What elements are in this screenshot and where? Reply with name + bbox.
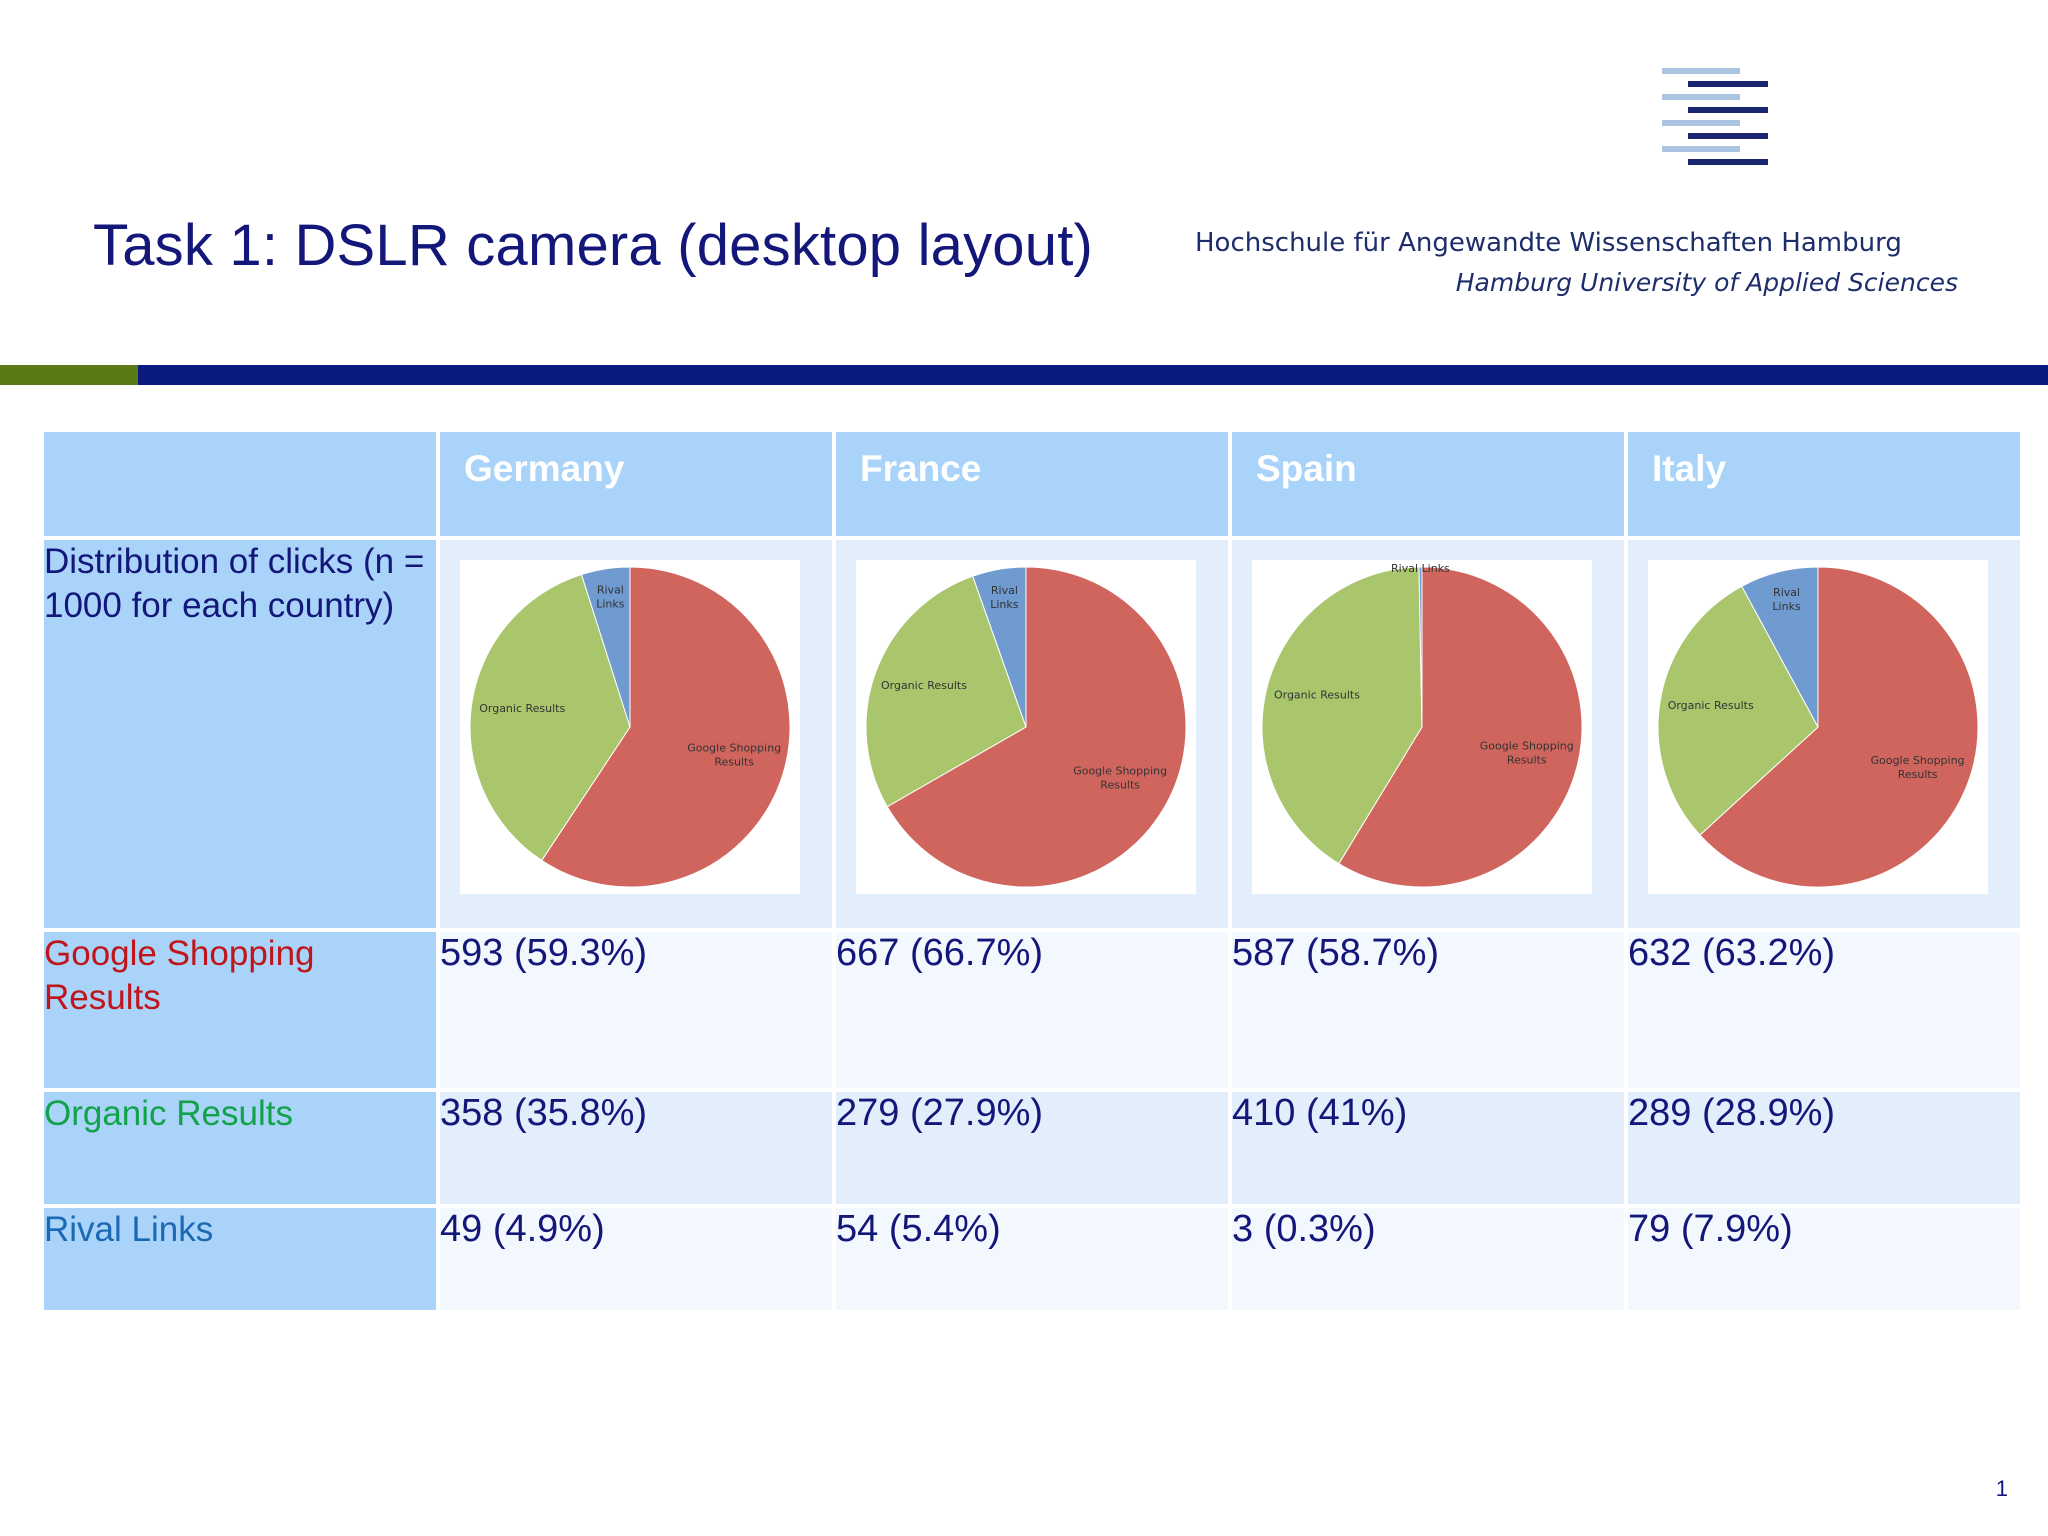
pie-label-organic: Organic Results xyxy=(881,679,967,692)
cell-google-shopping-france: 667 (66.7%) xyxy=(836,932,1228,1088)
pie-label-google-shopping: Google Shopping Results xyxy=(1073,764,1167,791)
cell-organic-italy: 289 (28.9%) xyxy=(1628,1092,2020,1204)
pie-chart-italy: Google Shopping Results Organic Results Riv… xyxy=(1657,566,1979,888)
table-row-google-shopping: Google Shopping Results 593 (59.3%) 667 … xyxy=(44,932,2020,1088)
cell-organic-spain: 410 (41%) xyxy=(1232,1092,1624,1204)
pie-slice-organic xyxy=(865,575,1027,808)
row-header-google-shopping: Google Shopping Results xyxy=(44,932,436,1088)
header-rule-blue xyxy=(138,365,2048,385)
pie-slice-google-shopping xyxy=(1338,566,1583,888)
pie-slice-google-shopping xyxy=(886,566,1187,888)
pie-label-organic: Organic Results xyxy=(479,702,565,715)
pie-slice-google-shopping xyxy=(1699,566,1979,888)
pie-cell-italy: Google Shopping Results Organic Results Riv… xyxy=(1628,540,2020,928)
pie-slice-rival xyxy=(972,566,1027,728)
cell-organic-germany: 358 (35.8%) xyxy=(440,1092,832,1204)
pie-label-organic: Organic Results xyxy=(1274,689,1360,702)
cell-google-shopping-spain: 587 (58.7%) xyxy=(1232,932,1624,1088)
cell-rival-france: 54 (5.4%) xyxy=(836,1208,1228,1310)
pie-slice-organic xyxy=(1657,585,1819,836)
pie-slice-rival xyxy=(580,566,631,728)
column-header-germany: Germany xyxy=(440,432,832,536)
pie-chart-spain: Google Shopping Results Organic Results Riv… xyxy=(1261,562,1583,888)
corner-cell xyxy=(44,432,436,536)
pie-slice-rival xyxy=(1741,566,1819,728)
cell-organic-france: 279 (27.9%) xyxy=(836,1092,1228,1204)
cell-google-shopping-italy: 632 (63.2%) xyxy=(1628,932,2020,1088)
institution-name-de: Hochschule für Angewandte Wissenschaften… xyxy=(1195,228,1902,258)
university-logo-icon xyxy=(1662,68,1768,165)
pie-chart-france: Google Shopping Results Organic Results Riv… xyxy=(865,566,1187,888)
pie-slice-rival xyxy=(1418,566,1423,728)
table-header-row: Germany France Spain Italy xyxy=(44,432,2020,536)
table-row-organic: Organic Results 358 (35.8%) 279 (27.9%) … xyxy=(44,1092,2020,1204)
cell-rival-germany: 49 (4.9%) xyxy=(440,1208,832,1310)
clicks-table: Germany France Spain Italy Distribution … xyxy=(40,428,2024,1314)
column-header-italy: Italy xyxy=(1628,432,2020,536)
table-row-distribution: Distribution of clicks (n = 1000 for eac… xyxy=(44,540,2020,928)
pie-slice-organic xyxy=(1261,566,1423,865)
row-header-distribution: Distribution of clicks (n = 1000 for eac… xyxy=(44,540,436,928)
pie-cell-spain: Google Shopping Results Organic Results Riv… xyxy=(1232,540,1624,928)
pie-label-rival: Rival Links xyxy=(596,584,625,611)
row-header-organic: Organic Results xyxy=(44,1092,436,1204)
pie-label-organic: Organic Results xyxy=(1668,699,1754,712)
pie-cell-france: Google Shopping Results Organic Results Riv… xyxy=(836,540,1228,928)
cell-rival-spain: 3 (0.3%) xyxy=(1232,1208,1624,1310)
pie-slice-google-shopping xyxy=(541,566,791,888)
cell-google-shopping-germany: 593 (59.3%) xyxy=(440,932,832,1088)
pie-label-google-shopping: Google Shopping Results xyxy=(1480,739,1574,766)
page-number: 1 xyxy=(1995,1476,2008,1501)
cell-rival-italy: 79 (7.9%) xyxy=(1628,1208,2020,1310)
column-header-france: France xyxy=(836,432,1228,536)
pie-label-rival: Rival Links xyxy=(990,584,1019,611)
row-header-rival: Rival Links xyxy=(44,1208,436,1310)
header-rule-green xyxy=(0,365,138,385)
pie-label-rival: Rival Links xyxy=(1772,586,1801,613)
pie-chart-germany: Google Shopping Results Organic Results Riv… xyxy=(469,566,791,888)
institution-name-en: Hamburg University of Applied Sciences xyxy=(1455,268,1958,297)
pie-label-rival: Rival Links xyxy=(1391,562,1450,575)
pie-label-google-shopping: Google Shopping Results xyxy=(1871,754,1965,781)
slide-title: Task 1: DSLR camera (desktop layout) xyxy=(93,213,1094,278)
pie-slice-organic xyxy=(469,573,631,862)
column-header-spain: Spain xyxy=(1232,432,1624,536)
pie-label-google-shopping: Google Shopping Results xyxy=(687,741,781,768)
table-row-rival: Rival Links 49 (4.9%) 54 (5.4%) 3 (0.3%)… xyxy=(44,1208,2020,1310)
pie-cell-germany: Google Shopping Results Organic Results Riv… xyxy=(440,540,832,928)
